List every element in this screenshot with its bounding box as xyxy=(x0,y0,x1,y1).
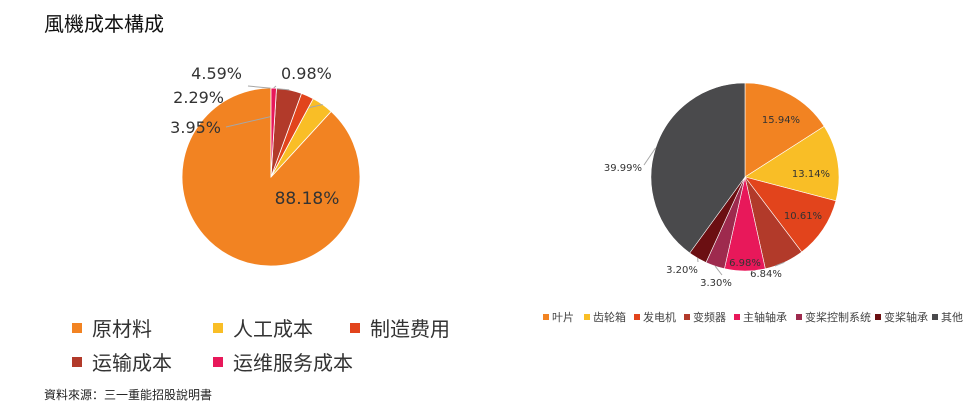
label-leader-line xyxy=(247,85,290,91)
legend-item-other: 其他 xyxy=(932,309,963,325)
legend-swatch xyxy=(932,314,938,320)
legend-label: 齿轮箱 xyxy=(593,311,626,324)
legend-swatch xyxy=(684,314,690,320)
legend-swatch xyxy=(213,322,223,333)
legend-swatch xyxy=(543,314,549,320)
data-label: 6.84% xyxy=(750,269,782,280)
legend-swatch xyxy=(72,322,82,333)
data-label: 6.98% xyxy=(729,258,761,269)
legend-label: 变桨轴承 xyxy=(884,311,928,324)
label-leader-line xyxy=(714,265,723,276)
legend-item-manufacturing-cost: 制造费用 xyxy=(350,313,450,342)
legend-label: 运输成本 xyxy=(92,351,172,375)
legend-label: 发电机 xyxy=(643,311,676,324)
pie-chart-2: 15.94% 13.14% 10.61% 6.84%6.98% 3.30%3.20% 39… xyxy=(604,82,840,289)
legend-label: 主轴轴承 xyxy=(743,311,787,324)
legend-label: 变桨控制系统 xyxy=(805,311,871,324)
legend-item-main-bearing: 主轴轴承 xyxy=(734,309,787,325)
legend-item-converter: 变频器 xyxy=(684,309,726,325)
legend-item-pitch-bearing: 变桨轴承 xyxy=(875,309,928,325)
data-label: 3.20% xyxy=(666,265,698,276)
data-label: 88.18% xyxy=(275,189,340,209)
pie-slice xyxy=(744,125,840,202)
legend-item-om-service-cost: 运维服务成本 xyxy=(213,347,353,376)
legend-swatch xyxy=(634,314,640,320)
source-note: 資料來源：三一重能招股說明書 xyxy=(44,388,213,402)
pie-chart-1: 88.18% 3.95% 2.29% 4.59% 0.98% xyxy=(170,64,361,267)
legend-swatch xyxy=(875,314,881,320)
legend-item-pitch-control-system: 变桨控制系统 xyxy=(796,309,871,325)
legend-label: 原材料 xyxy=(92,317,152,341)
legend-label: 制造费用 xyxy=(370,317,450,341)
legend-label: 人工成本 xyxy=(233,317,313,341)
page-title: 風機成本構成 xyxy=(44,12,164,36)
legend-label: 运维服务成本 xyxy=(233,351,353,375)
data-label: 13.14% xyxy=(792,169,830,180)
legend-label: 叶片 xyxy=(552,311,574,324)
label-leader-line xyxy=(273,85,277,89)
data-label: 4.59% xyxy=(191,64,242,83)
data-label: 15.94% xyxy=(762,115,800,126)
data-label: 39.99% xyxy=(604,163,642,174)
legend-swatch xyxy=(350,322,360,333)
legend-swatch xyxy=(72,356,82,367)
label-leader-line xyxy=(643,147,657,166)
legend-item-generator: 发电机 xyxy=(634,309,676,325)
legend-swatch xyxy=(796,314,802,320)
pie-slice xyxy=(744,82,825,178)
legend-item-transport-cost: 运输成本 xyxy=(72,347,172,376)
legend-item-blade: 叶片 xyxy=(543,309,574,325)
legend-item-raw-materials: 原材料 xyxy=(72,313,152,342)
data-label: 0.98% xyxy=(281,64,332,83)
legend-label: 变频器 xyxy=(693,311,726,324)
legend-swatch xyxy=(584,314,590,320)
data-label: 2.29% xyxy=(173,88,224,107)
legend-label: 其他 xyxy=(941,311,963,324)
legend-swatch xyxy=(734,314,740,320)
legend-item-gearbox: 齿轮箱 xyxy=(584,309,626,325)
label-leader-line xyxy=(774,261,785,267)
data-label: 3.30% xyxy=(700,278,732,289)
data-label: 3.95% xyxy=(170,118,221,137)
legend-item-labor-cost: 人工成本 xyxy=(213,313,313,342)
legend-swatch xyxy=(213,356,223,367)
data-label: 10.61% xyxy=(784,211,822,222)
